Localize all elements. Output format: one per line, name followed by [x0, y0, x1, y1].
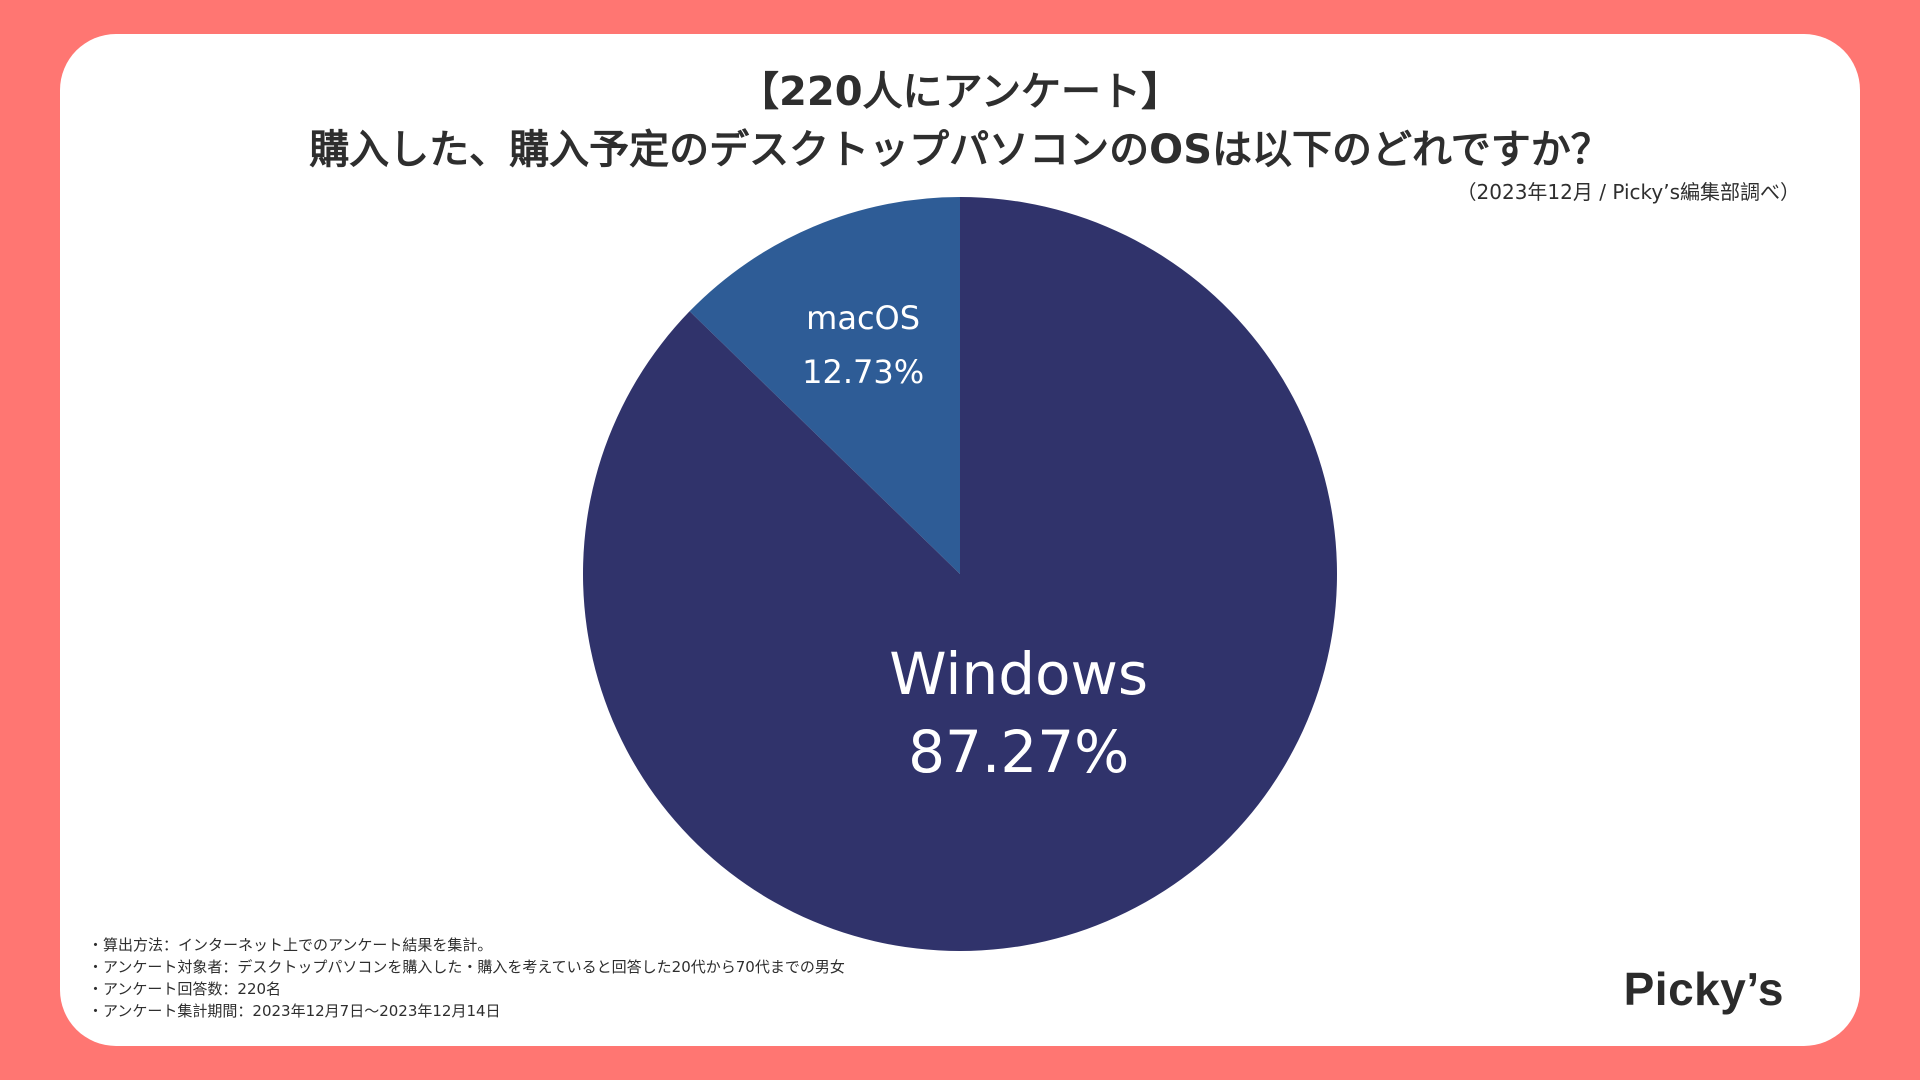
- slice-value-macos: 12.73%: [802, 353, 924, 391]
- slice-label-macos: macOS: [806, 299, 920, 337]
- pie-chart: macOS 12.73% Windows 87.27%: [583, 197, 1337, 951]
- note-target: ・アンケート対象者：デスクトップパソコンを購入した・購入を考えていると回答した2…: [88, 958, 845, 976]
- note-method: ・算出方法：インターネット上でのアンケート結果を集計。: [88, 936, 493, 954]
- source-note: （2023年12月 / Picky’s編集部調べ）: [1456, 180, 1800, 204]
- brand-logo: Picky’s: [1623, 963, 1784, 1015]
- pie-slice-macos: [689, 197, 960, 574]
- survey-card: 【220人にアンケート】 購入した、購入予定のデスクトップパソコンのOSは以下の…: [60, 34, 1860, 1046]
- pie-slice-windows: [583, 197, 1337, 951]
- note-responses: ・アンケート回答数：220名: [88, 980, 282, 998]
- chart-title-line1: 【220人にアンケート】: [739, 69, 1181, 115]
- survey-notes: ・算出方法：インターネット上でのアンケート結果を集計。 ・アンケート対象者：デス…: [88, 934, 845, 1022]
- chart-title-line2: 購入した、購入予定のデスクトップパソコンのOSは以下のどれですか？: [309, 127, 1611, 173]
- slice-label-windows: Windows: [889, 640, 1148, 708]
- slice-value-windows: 87.27%: [908, 718, 1129, 786]
- note-period: ・アンケート集計期間：2023年12月7日〜2023年12月14日: [88, 1002, 501, 1020]
